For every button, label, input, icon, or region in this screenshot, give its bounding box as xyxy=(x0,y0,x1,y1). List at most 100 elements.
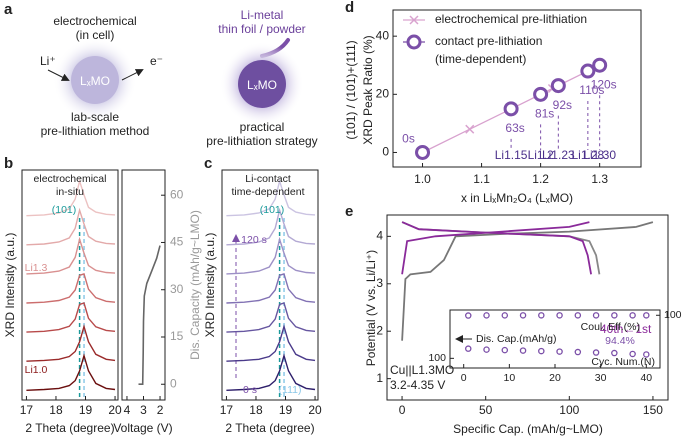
caption: pre-lithiation strategy xyxy=(206,134,317,148)
y-axis-label: XRD Intensity (a.u.) xyxy=(203,233,217,338)
y-tick-label: 100 xyxy=(428,352,446,364)
caption: practical xyxy=(240,120,285,134)
marker xyxy=(533,86,549,102)
x-tick-label: 3 xyxy=(140,403,147,417)
annotation: in-situ xyxy=(56,186,84,198)
series-line xyxy=(26,273,116,304)
x-tick-label: 0 xyxy=(461,372,467,384)
plot-frame xyxy=(392,9,642,168)
y-tick-label: 40 xyxy=(376,28,390,42)
x-tick-label: 18 xyxy=(249,403,263,417)
y-tick-label: 0 xyxy=(170,376,177,390)
x-axis-label: 2 Theta (degree) xyxy=(225,421,314,435)
series-line xyxy=(226,273,316,304)
series-line xyxy=(26,324,116,362)
x-axis-label: Voltage (V) xyxy=(113,421,172,435)
x-tick-label: 150 xyxy=(643,403,663,417)
marker xyxy=(629,350,636,358)
point-label: 110s xyxy=(579,83,604,97)
electron-arrow xyxy=(121,69,144,81)
marker xyxy=(503,101,519,117)
marker xyxy=(592,349,600,356)
y-tick-label: 0 xyxy=(382,145,389,159)
panel-label: d xyxy=(345,0,354,16)
x-tick-label: 4 xyxy=(124,403,131,417)
x-tick-label: 10 xyxy=(504,372,516,384)
x-tick-label: 17 xyxy=(20,403,34,417)
annotation: 0 s xyxy=(243,384,257,396)
y2-tick-label: 100 xyxy=(664,309,682,321)
legend-note: (time-dependent) xyxy=(435,52,526,66)
particle xyxy=(71,56,119,104)
composition-label: Li1.23 xyxy=(542,148,575,162)
annotation: 3.2-4.35 V xyxy=(390,378,445,392)
annotation: Li1.0 xyxy=(25,364,48,376)
annotation: (101) xyxy=(52,204,77,216)
series-line xyxy=(226,302,316,333)
x-tick-label: 20 xyxy=(108,403,122,417)
annotation: Li1.3 xyxy=(25,262,48,274)
marker xyxy=(483,346,490,353)
caption: lab-scale xyxy=(71,110,119,124)
annotation: 94.4% xyxy=(605,335,635,347)
annotation: Li-contact xyxy=(245,173,291,185)
annotation: 120 s xyxy=(241,234,267,246)
marker xyxy=(538,347,545,355)
x-tick-label: 1.1 xyxy=(473,172,490,186)
plot-frame xyxy=(386,214,669,401)
source-label: Li-metal xyxy=(241,8,284,22)
series-line xyxy=(26,236,116,275)
caption: pre-lithiation method xyxy=(41,124,150,138)
series-line xyxy=(26,353,116,391)
marker xyxy=(592,312,600,319)
y-axis-label: XRD Intensity (a.u.) xyxy=(3,233,17,338)
x-axis-label: Specific Cap. (mAh/g~LMO) xyxy=(453,422,603,436)
series-line xyxy=(26,302,116,333)
x-tick-label: 19 xyxy=(279,403,293,417)
y-axis-label: XRD Peak Ratio (%) xyxy=(361,35,375,144)
method-title: electrochemical xyxy=(53,14,136,28)
panel-label: b xyxy=(4,155,13,172)
y-axis-label: (101) / (101)+(111) xyxy=(344,40,358,139)
x-tick-label: 1.2 xyxy=(532,172,549,186)
marker xyxy=(501,346,509,354)
series-line xyxy=(226,353,316,391)
x-tick-label: 30 xyxy=(595,372,607,384)
composition-label: Li1.2 xyxy=(528,148,554,162)
y-axis-label: Dis. Capacity (mAh/g~LMO) xyxy=(188,210,202,360)
panel-label: c xyxy=(204,155,212,172)
plot-frame xyxy=(221,169,319,401)
x-tick-label: 50 xyxy=(479,403,493,417)
annotation: (101) xyxy=(260,204,285,216)
particle-label: LₓMO xyxy=(80,74,110,88)
point-label: 81s xyxy=(535,106,554,120)
point-label: 92s xyxy=(553,98,572,112)
legend-label: electrochemical pre-lithiation xyxy=(435,12,587,26)
x-tick-label: 20 xyxy=(308,403,322,417)
source-label: thin foil / powder xyxy=(218,22,305,36)
series-label: Coul. Eff.(%) xyxy=(581,321,640,333)
marker xyxy=(580,63,596,79)
composition-label: Li1.28 xyxy=(572,148,605,162)
marker xyxy=(556,348,563,355)
y-tick-label: 1 xyxy=(376,371,383,385)
marker xyxy=(465,124,475,134)
x-tick-label: 19 xyxy=(79,403,93,417)
series-line xyxy=(226,207,316,246)
x-axis-label: 2 Theta (degree) xyxy=(25,421,114,435)
marker xyxy=(465,312,472,319)
composition-label: Li1.30 xyxy=(583,148,616,162)
y-tick-label: 15 xyxy=(170,329,184,343)
marker xyxy=(592,57,608,73)
y-tick-label: 30 xyxy=(170,282,184,296)
panel-label: e xyxy=(345,203,353,220)
y-tick-label: 2 xyxy=(376,323,383,337)
marker xyxy=(483,312,490,319)
marker xyxy=(550,78,566,94)
series-line xyxy=(138,245,161,385)
series-label: Dis. Cap.(mAh/g) xyxy=(476,333,557,345)
annotation: electrochemical xyxy=(34,173,107,185)
composition-label: Li1.15 xyxy=(495,148,528,162)
x-tick-label: 1.3 xyxy=(591,172,608,186)
marker xyxy=(611,312,618,319)
